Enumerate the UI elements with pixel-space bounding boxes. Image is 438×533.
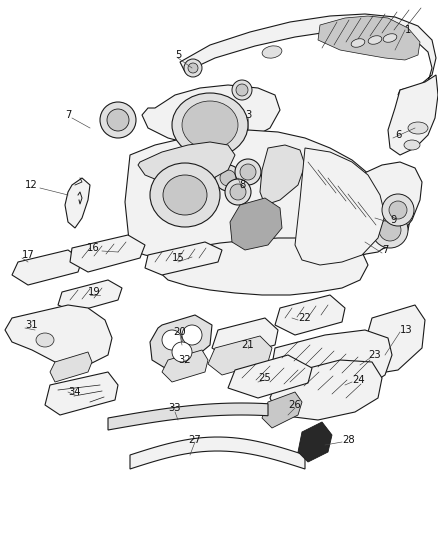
Ellipse shape [351, 39, 365, 47]
Text: 21: 21 [242, 340, 254, 350]
Text: 33: 33 [169, 403, 181, 413]
Ellipse shape [404, 140, 420, 150]
Ellipse shape [172, 342, 192, 362]
Ellipse shape [230, 184, 246, 200]
Ellipse shape [225, 179, 251, 205]
Text: 13: 13 [400, 325, 413, 335]
Ellipse shape [100, 102, 136, 138]
Polygon shape [230, 198, 282, 250]
Polygon shape [5, 305, 112, 368]
Polygon shape [108, 403, 268, 430]
Text: 34: 34 [69, 387, 81, 397]
Polygon shape [180, 14, 436, 95]
Text: 8: 8 [239, 180, 245, 190]
Ellipse shape [162, 330, 182, 350]
Text: 25: 25 [258, 373, 272, 383]
Polygon shape [318, 16, 420, 60]
Polygon shape [260, 145, 305, 205]
Text: 6: 6 [395, 130, 401, 140]
Polygon shape [145, 242, 222, 275]
Ellipse shape [220, 170, 236, 186]
Polygon shape [388, 75, 438, 155]
Polygon shape [142, 85, 280, 148]
Polygon shape [155, 238, 368, 295]
Polygon shape [12, 250, 82, 285]
Polygon shape [162, 350, 208, 382]
Ellipse shape [408, 122, 428, 134]
Text: 31: 31 [25, 320, 38, 330]
Ellipse shape [379, 219, 401, 241]
Ellipse shape [150, 163, 220, 227]
Text: 7: 7 [66, 110, 72, 120]
Polygon shape [270, 360, 382, 420]
Polygon shape [268, 330, 392, 395]
Polygon shape [298, 422, 332, 462]
Ellipse shape [163, 175, 207, 215]
Ellipse shape [382, 194, 414, 226]
Polygon shape [50, 352, 92, 382]
Polygon shape [125, 130, 392, 272]
Polygon shape [348, 162, 422, 255]
Ellipse shape [184, 59, 202, 77]
Text: 23: 23 [368, 350, 381, 360]
Ellipse shape [172, 93, 248, 157]
Text: 24: 24 [352, 375, 364, 385]
Polygon shape [70, 235, 145, 272]
Polygon shape [228, 355, 312, 398]
Text: 27: 27 [189, 435, 201, 445]
Ellipse shape [236, 84, 248, 96]
Polygon shape [138, 142, 235, 185]
Text: 9: 9 [390, 215, 396, 225]
Ellipse shape [368, 36, 382, 44]
Polygon shape [150, 315, 212, 368]
Ellipse shape [372, 212, 408, 248]
Text: 17: 17 [22, 250, 35, 260]
Text: 22: 22 [298, 313, 311, 323]
Ellipse shape [389, 201, 407, 219]
Text: 3: 3 [245, 110, 251, 120]
Text: 15: 15 [172, 253, 184, 263]
Polygon shape [345, 180, 412, 252]
Ellipse shape [182, 101, 238, 149]
Text: 28: 28 [342, 435, 355, 445]
Text: 12: 12 [25, 180, 38, 190]
Polygon shape [65, 178, 90, 228]
Text: 5: 5 [175, 50, 181, 60]
Ellipse shape [182, 325, 202, 345]
Ellipse shape [215, 165, 241, 191]
Ellipse shape [262, 46, 282, 58]
Text: 1: 1 [405, 25, 411, 35]
Text: 7: 7 [382, 245, 389, 255]
Text: 20: 20 [174, 327, 186, 337]
Ellipse shape [240, 164, 256, 180]
Polygon shape [295, 148, 385, 265]
Polygon shape [58, 280, 122, 312]
Polygon shape [365, 305, 425, 375]
Ellipse shape [107, 109, 129, 131]
Polygon shape [212, 318, 278, 358]
Ellipse shape [232, 80, 252, 100]
Ellipse shape [188, 63, 198, 73]
Polygon shape [45, 372, 118, 415]
Text: 19: 19 [88, 287, 101, 297]
Polygon shape [130, 437, 305, 469]
Ellipse shape [235, 159, 261, 185]
Polygon shape [275, 295, 345, 335]
Text: 32: 32 [179, 355, 191, 365]
Polygon shape [208, 336, 272, 375]
Text: 26: 26 [289, 400, 301, 410]
Ellipse shape [36, 333, 54, 347]
Text: 16: 16 [87, 243, 100, 253]
Polygon shape [262, 392, 302, 428]
Ellipse shape [383, 34, 397, 42]
